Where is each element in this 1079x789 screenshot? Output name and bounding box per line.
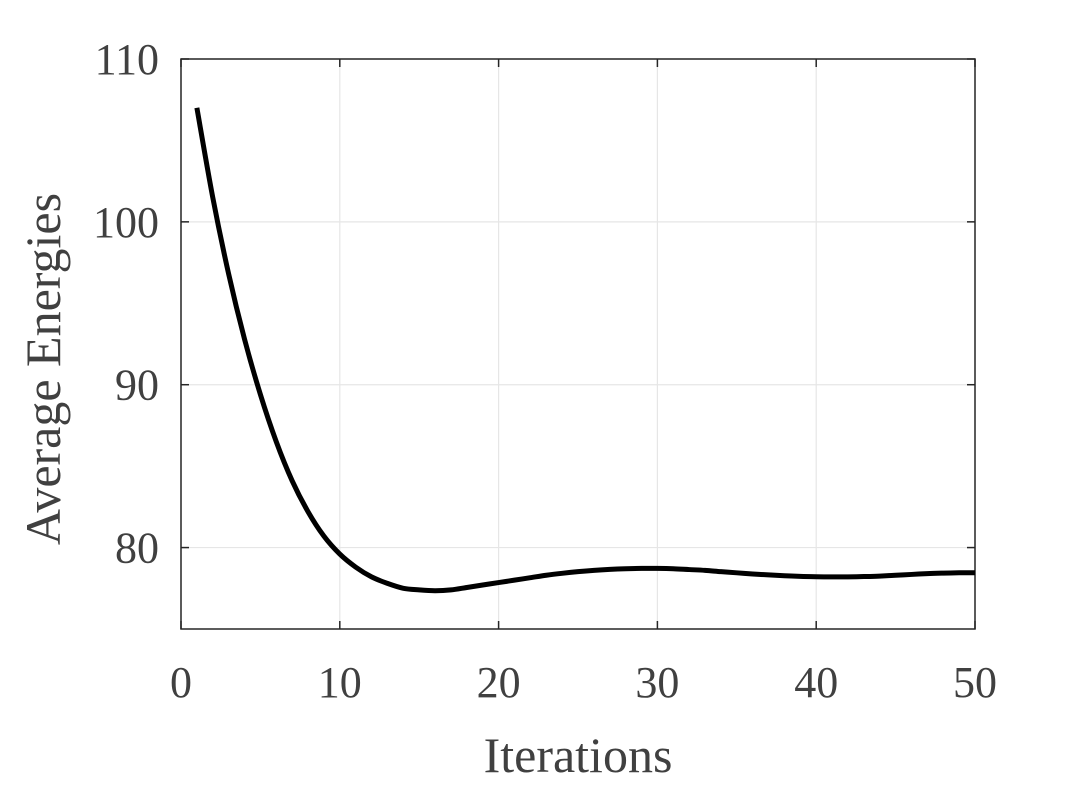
x-tick-label: 30 [635,658,679,707]
x-tick-label: 50 [953,658,997,707]
ticks [180,58,976,629]
series-layer [194,107,976,594]
x-tick-label: 10 [318,658,362,707]
y-axis-label: Average Energies [15,193,71,545]
tick-labels: 0 10 20 30 40 50 80 90 100 110 [93,35,997,707]
x-tick-label: 40 [794,658,838,707]
y-tick-label: 100 [93,198,159,247]
series-line [194,107,976,594]
y-tick-label: 80 [115,524,159,573]
y-tick-label: 90 [115,361,159,410]
y-tick-label: 110 [95,35,159,84]
plot-frame [180,58,976,630]
grid [180,58,976,629]
x-tick-label: 0 [170,658,192,707]
x-tick-label: 20 [477,658,521,707]
x-axis-label: Iterations [484,727,673,783]
